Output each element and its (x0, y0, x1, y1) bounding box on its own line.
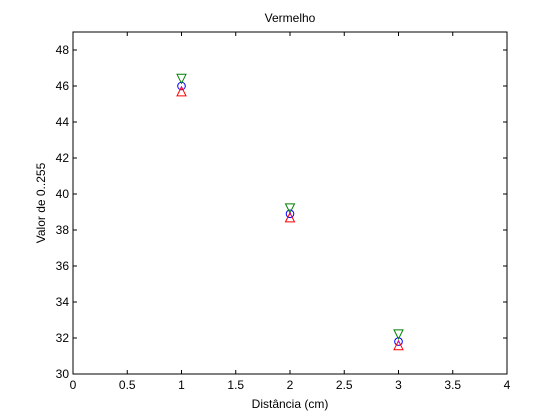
data-point-triangle-up (176, 85, 187, 97)
x-tick-label: 4 (504, 378, 511, 392)
y-axis-label: Valor de 0..255 (34, 162, 48, 243)
y-tick-label: 30 (56, 367, 70, 381)
y-tick-label: 42 (56, 151, 70, 165)
y-tick-label: 48 (56, 43, 70, 57)
y-tick-label: 38 (56, 223, 70, 237)
x-axis-label: Distância (cm) (252, 397, 329, 411)
y-tick-label: 40 (56, 187, 70, 201)
x-tick-label: 2 (287, 378, 294, 392)
data-point-triangle-down (393, 329, 404, 341)
y-tick-label: 36 (56, 259, 70, 273)
y-tick-label: 32 (56, 331, 70, 345)
x-tick-label: 1.5 (227, 378, 244, 392)
plot-area (72, 31, 508, 375)
y-tick-label: 44 (56, 115, 70, 129)
x-axis-ticks: 0 0.5 1 1.5 2 2.5 3 3.5 4 (70, 32, 511, 392)
x-tick-label: 0.5 (119, 378, 136, 392)
x-tick-label: 1 (178, 378, 185, 392)
data-point-circle (285, 209, 295, 219)
y-tick-label: 46 (56, 79, 70, 93)
data-point-triangle-up (393, 339, 404, 351)
x-tick-label: 3.5 (444, 378, 461, 392)
data-point-triangle-down (176, 73, 187, 85)
data-point-triangle-down (284, 203, 296, 215)
data-point-dot (289, 212, 291, 215)
x-tick-label: 2.5 (336, 378, 353, 392)
y-tick-label: 34 (56, 295, 70, 309)
y-axis-ticks: 30 32 34 36 38 40 42 44 46 48 (56, 43, 507, 381)
data-point-dot (180, 86, 183, 89)
data-point-dot (397, 340, 400, 343)
x-tick-label: 0 (70, 378, 77, 392)
data-point-triangle-up (284, 211, 296, 223)
x-tick-label: 3 (395, 378, 402, 392)
data-markers (176, 73, 404, 351)
chart-title: Vermelho (265, 11, 316, 25)
